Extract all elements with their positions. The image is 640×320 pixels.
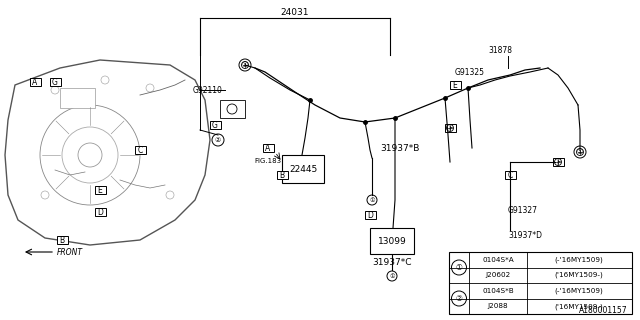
Text: 31937*C: 31937*C xyxy=(372,258,412,267)
Text: 22445: 22445 xyxy=(289,164,317,173)
FancyBboxPatch shape xyxy=(262,144,273,152)
Text: J2088: J2088 xyxy=(488,303,508,309)
Text: ('16MY1509-): ('16MY1509-) xyxy=(555,272,604,278)
Text: G: G xyxy=(52,77,58,86)
Text: 31937*B: 31937*B xyxy=(380,143,419,153)
Text: ①: ① xyxy=(577,149,583,155)
Text: J20602: J20602 xyxy=(485,272,511,278)
Text: 13099: 13099 xyxy=(378,236,406,245)
Text: G92110: G92110 xyxy=(193,85,223,94)
Text: D: D xyxy=(97,207,103,217)
FancyBboxPatch shape xyxy=(209,121,221,129)
Text: F: F xyxy=(556,157,560,166)
Text: D: D xyxy=(367,211,373,220)
Text: G91327: G91327 xyxy=(508,205,538,214)
FancyBboxPatch shape xyxy=(56,236,67,244)
Text: E: E xyxy=(98,186,102,195)
Text: ('16MY1509-): ('16MY1509-) xyxy=(555,303,604,309)
Text: E: E xyxy=(452,81,458,90)
FancyBboxPatch shape xyxy=(95,186,106,194)
Text: (-'16MY1509): (-'16MY1509) xyxy=(555,257,604,263)
FancyBboxPatch shape xyxy=(370,228,414,254)
Text: 0104S*A: 0104S*A xyxy=(482,257,514,263)
Text: B: B xyxy=(60,236,65,244)
FancyBboxPatch shape xyxy=(365,211,376,219)
Text: ②: ② xyxy=(456,294,463,303)
FancyBboxPatch shape xyxy=(552,158,563,166)
FancyBboxPatch shape xyxy=(282,155,324,183)
Text: ①: ① xyxy=(456,263,463,272)
FancyBboxPatch shape xyxy=(449,81,461,89)
FancyBboxPatch shape xyxy=(445,124,456,132)
Text: 31878: 31878 xyxy=(488,45,512,54)
Text: 0104S*B: 0104S*B xyxy=(482,288,514,294)
Text: G: G xyxy=(212,121,218,130)
Text: C: C xyxy=(138,146,143,155)
FancyBboxPatch shape xyxy=(49,78,61,86)
Text: A: A xyxy=(33,77,38,86)
Text: F: F xyxy=(448,124,452,132)
FancyBboxPatch shape xyxy=(449,252,632,314)
Text: ①: ① xyxy=(389,274,395,278)
Text: ①: ① xyxy=(369,197,375,203)
FancyBboxPatch shape xyxy=(276,171,287,179)
Text: A: A xyxy=(266,143,271,153)
Text: C: C xyxy=(508,171,513,180)
FancyBboxPatch shape xyxy=(134,146,145,154)
Text: A180001157: A180001157 xyxy=(579,306,628,315)
FancyBboxPatch shape xyxy=(220,100,245,118)
Text: (-'16MY1509): (-'16MY1509) xyxy=(555,287,604,294)
FancyBboxPatch shape xyxy=(95,208,106,216)
FancyBboxPatch shape xyxy=(29,78,40,86)
Text: FRONT: FRONT xyxy=(57,247,83,257)
Text: ②: ② xyxy=(215,137,221,143)
FancyBboxPatch shape xyxy=(60,88,95,108)
Text: FIG.183: FIG.183 xyxy=(255,158,282,164)
Text: G91325: G91325 xyxy=(455,68,485,76)
Text: 31937*D: 31937*D xyxy=(508,230,542,239)
Text: ①: ① xyxy=(242,62,248,68)
Text: B: B xyxy=(280,171,285,180)
FancyBboxPatch shape xyxy=(504,171,515,179)
Text: 24031: 24031 xyxy=(281,7,309,17)
